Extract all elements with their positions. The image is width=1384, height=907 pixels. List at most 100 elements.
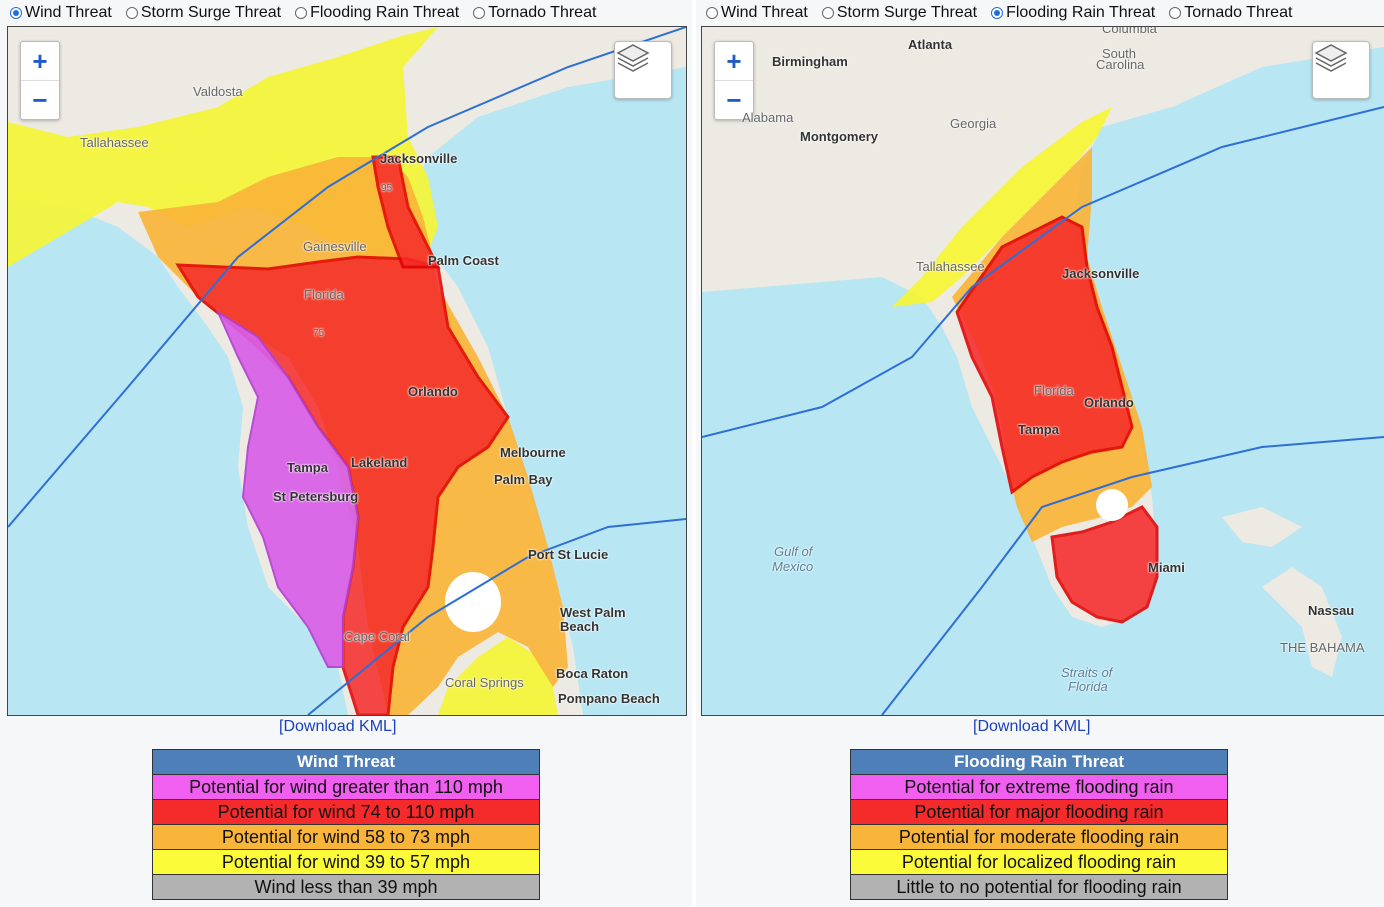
rain-zone-major-south xyxy=(1050,505,1159,624)
map-canvas xyxy=(8,27,686,715)
flooding-rain-legend: Flooding Rain Threat Potential for extre… xyxy=(850,749,1228,900)
lake-okeechobee xyxy=(445,572,501,632)
place-label: Jacksonville xyxy=(1062,266,1140,281)
layers-icon xyxy=(616,44,650,72)
zoom-control: + − xyxy=(714,41,754,120)
place-label: Atlanta xyxy=(908,37,953,52)
place-label: Boca Raton xyxy=(556,666,629,681)
radio-tornado-threat[interactable]: Tornado Threat xyxy=(1169,4,1292,22)
forecast-track-line xyxy=(8,27,686,528)
legend-row-extreme: Potential for wind greater than 110 mph xyxy=(153,774,539,799)
radio-storm-surge-threat[interactable]: Storm Surge Threat xyxy=(821,4,977,22)
flooding-rain-threat-map[interactable]: + − Atlanta Birmingham Columbia South Ca… xyxy=(701,26,1384,716)
place-label: Miami xyxy=(1148,560,1185,575)
highway-label: 95 xyxy=(381,183,393,194)
place-label: Orlando xyxy=(1084,395,1134,410)
radio-tornado-threat[interactable]: Tornado Threat xyxy=(473,4,596,22)
bahamas-land xyxy=(1222,507,1302,547)
legend-row-elevated: Potential for localized flooding rain xyxy=(851,849,1227,874)
place-label: Beach xyxy=(560,619,600,634)
place-label: Palm Coast xyxy=(428,253,499,268)
legend-title: Flooding Rain Threat xyxy=(851,750,1227,774)
layers-button[interactable] xyxy=(1312,41,1370,99)
zoom-out-button[interactable]: − xyxy=(726,84,742,115)
place-label: Gainesville xyxy=(303,239,367,254)
place-label: Tallahassee xyxy=(80,135,149,150)
rain-zone-major xyxy=(955,215,1134,495)
legend-title: Wind Threat xyxy=(153,750,539,774)
zoom-out-button[interactable]: − xyxy=(32,84,48,115)
radio-flooding-rain-threat[interactable]: Flooding Rain Threat xyxy=(991,4,1155,22)
place-label: Pompano Beach xyxy=(558,691,660,706)
bahamas-land xyxy=(1262,567,1342,677)
place-label: Tampa xyxy=(287,460,328,475)
radio-selected-icon[interactable] xyxy=(10,7,22,19)
place-label: Port St Lucie xyxy=(528,547,609,562)
zoom-control: + − xyxy=(20,41,60,120)
place-label: St Petersburg xyxy=(273,489,359,504)
place-label: Coral Springs xyxy=(445,675,524,690)
radio-icon[interactable] xyxy=(473,7,486,19)
legend-row-high: Potential for major flooding rain xyxy=(851,799,1227,824)
wind-zone-74-110-north xyxy=(371,155,441,269)
place-label: THE BAHAMA xyxy=(1280,640,1365,655)
water-label: Mexico xyxy=(772,559,814,574)
radio-icon[interactable] xyxy=(821,7,834,19)
place-label: Valdosta xyxy=(193,84,243,99)
place-label: Nassau xyxy=(1308,603,1355,618)
lake-okeechobee xyxy=(1096,489,1128,521)
radio-selected-icon[interactable] xyxy=(991,7,1004,19)
forecast-track-line xyxy=(307,518,686,715)
place-label: Orlando xyxy=(408,384,458,399)
place-label: Carolina xyxy=(1096,57,1145,72)
radio-icon[interactable] xyxy=(706,7,718,19)
legend-row-moderate: Potential for moderate flooding rain xyxy=(851,824,1227,849)
place-label: Tampa xyxy=(1018,422,1059,437)
water-label: Florida xyxy=(1068,679,1108,694)
place-label: West Palm xyxy=(560,605,626,620)
place-label: Lakeland xyxy=(351,455,408,470)
zoom-in-button[interactable]: + xyxy=(715,42,753,81)
flooding-rain-threat-panel: Wind Threat Storm Surge Threat Flooding … xyxy=(696,0,1384,907)
radio-wind-threat[interactable]: Wind Threat xyxy=(706,4,808,22)
legend-row-extreme: Potential for extreme flooding rain xyxy=(851,774,1227,799)
wind-zone-39-57-south xyxy=(438,637,558,715)
legend-row-elevated: Potential for wind 39 to 57 mph xyxy=(153,849,539,874)
wind-threat-panel: Wind Threat Storm Surge Threat Flooding … xyxy=(0,0,692,907)
zoom-in-button[interactable]: + xyxy=(21,42,59,81)
legend-row-low: Little to no potential for flooding rain xyxy=(851,874,1227,899)
wind-zone-over-110 xyxy=(215,309,360,668)
radio-storm-surge-threat[interactable]: Storm Surge Threat xyxy=(125,4,281,22)
legend-row-low: Wind less than 39 mph xyxy=(153,874,539,899)
place-label: Birmingham xyxy=(772,54,848,69)
place-label: Palm Bay xyxy=(494,472,553,487)
layers-icon xyxy=(1314,44,1348,72)
place-label: Jacksonville xyxy=(380,151,458,166)
place-label: Cape Coral xyxy=(344,629,410,644)
radio-icon[interactable] xyxy=(1169,7,1182,19)
place-label: Florida xyxy=(1034,383,1074,398)
radio-icon[interactable] xyxy=(295,7,308,19)
radio-wind-threat[interactable]: Wind Threat xyxy=(10,4,112,22)
layers-button[interactable] xyxy=(614,41,672,99)
legend-row-high: Potential for wind 74 to 110 mph xyxy=(153,799,539,824)
place-label: Alabama xyxy=(742,110,794,125)
place-label: Melbourne xyxy=(500,445,566,460)
water-label: Gulf of xyxy=(774,544,813,559)
map-canvas xyxy=(702,27,1384,715)
place-label: Montgomery xyxy=(800,129,878,144)
threat-selector: Wind Threat Storm Surge Threat Flooding … xyxy=(706,2,1292,24)
place-label: South xyxy=(1102,46,1136,61)
wind-threat-map[interactable]: + − Valdosta Tallahassee Jacksonville Ga… xyxy=(7,26,687,716)
download-kml-link[interactable]: [Download KML] xyxy=(973,718,1091,735)
forecast-track-line xyxy=(702,106,1384,438)
radio-icon[interactable] xyxy=(125,7,138,19)
threat-selector: Wind Threat Storm Surge Threat Flooding … xyxy=(10,2,596,24)
download-kml-link[interactable]: [Download KML] xyxy=(279,718,397,735)
rain-zone-localized xyxy=(892,107,1112,307)
radio-flooding-rain-threat[interactable]: Flooding Rain Threat xyxy=(295,4,459,22)
forecast-track-line xyxy=(881,436,1384,715)
place-label: Florida xyxy=(304,287,344,302)
place-label: Columbia xyxy=(1102,26,1157,36)
highway-label: 75 xyxy=(313,328,325,339)
